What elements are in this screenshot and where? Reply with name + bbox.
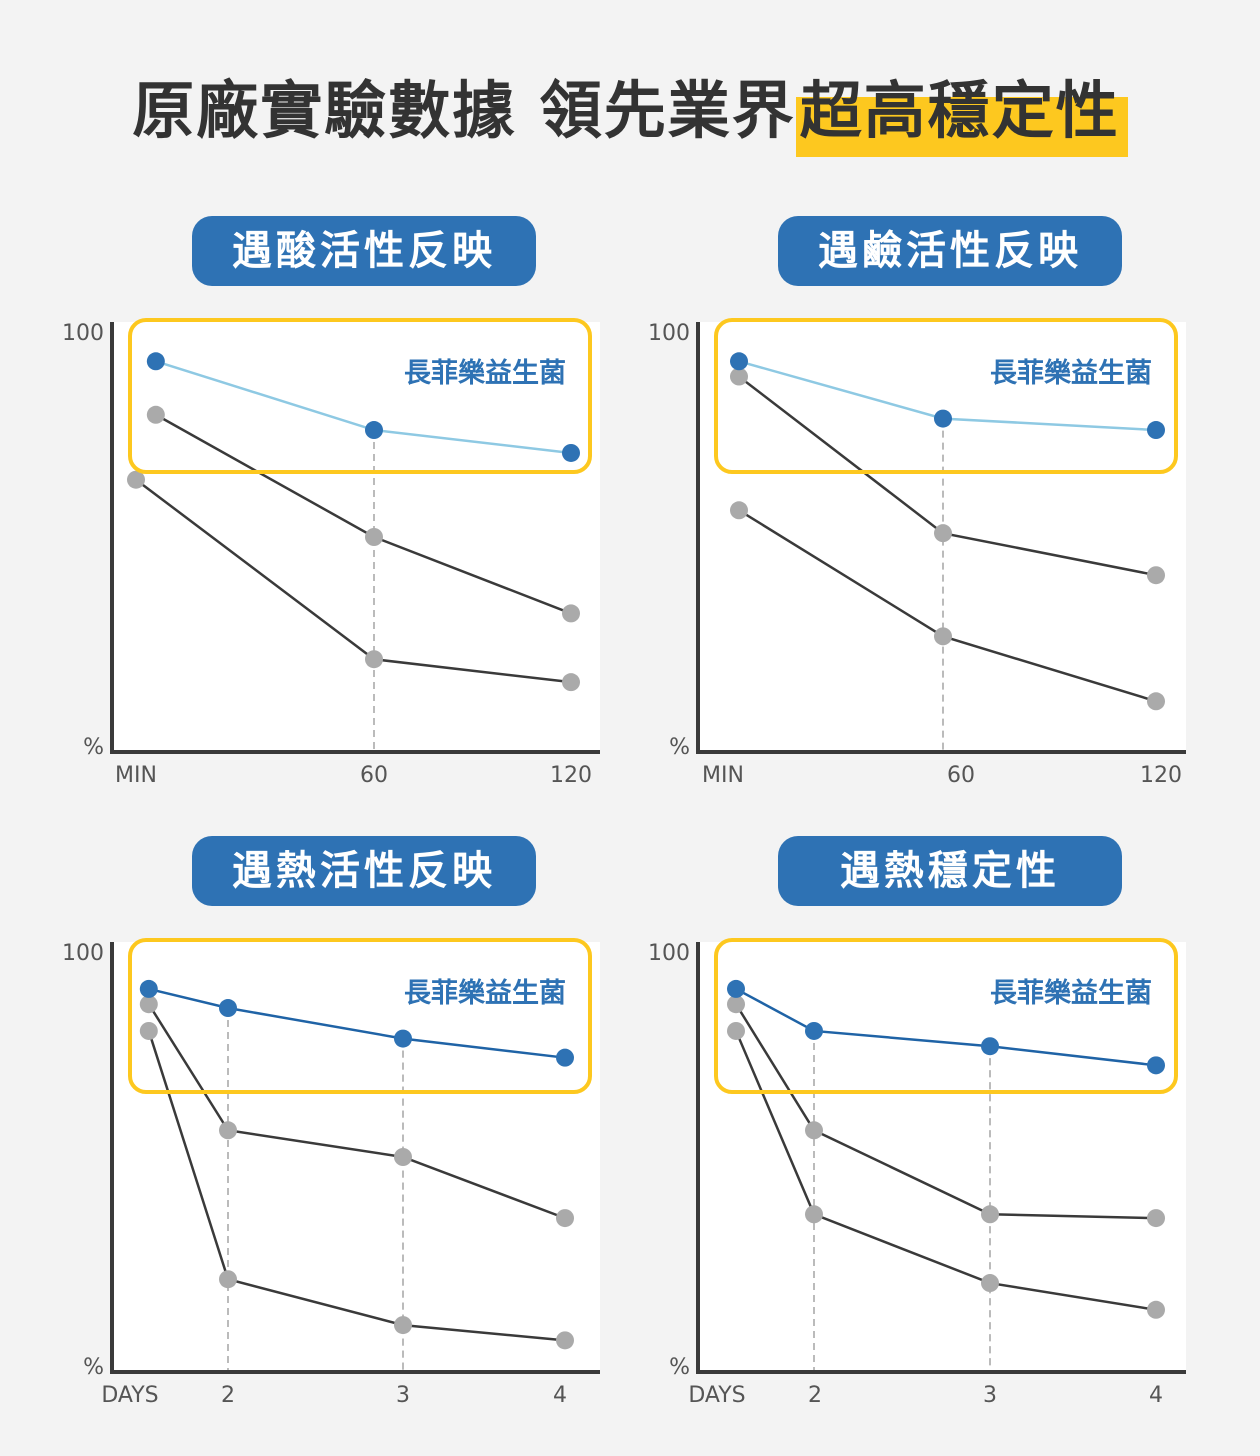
y-bottom-label: % <box>669 1355 690 1380</box>
data-point-gray-1 <box>805 1121 823 1140</box>
data-point-gray-2 <box>1147 692 1165 711</box>
x-tick-label: 3 <box>983 1383 997 1408</box>
x-tick-label: 60 <box>947 763 975 788</box>
data-point-gray-1 <box>562 604 580 623</box>
x-tick-label: DAYS <box>101 1383 158 1408</box>
x-tick-label: 120 <box>550 763 592 788</box>
series-line-gray-1 <box>734 1003 1157 1220</box>
data-point-gray-1 <box>139 995 158 1014</box>
data-point-gray-2 <box>556 1331 574 1350</box>
highlight-box <box>714 938 1178 1094</box>
data-point-highlight <box>139 979 158 998</box>
data-point-highlight <box>1147 421 1165 440</box>
data-point-gray-1 <box>556 1209 574 1228</box>
data-point-highlight <box>219 999 237 1018</box>
x-tick-label: DAYS <box>688 1383 745 1408</box>
data-point-gray-1 <box>219 1121 237 1140</box>
data-point-highlight <box>146 352 165 371</box>
data-point-gray-2 <box>394 1316 412 1335</box>
y-bottom-label: % <box>669 735 690 760</box>
data-point-gray-2 <box>934 627 952 646</box>
x-tick-label: 2 <box>221 1383 235 1408</box>
chart-heat-activity: 100% DAYS 2 3 4 長菲樂益生菌 <box>62 938 600 1408</box>
data-point-gray-1 <box>730 367 748 386</box>
series-line-gray-2 <box>734 1030 1157 1312</box>
data-point-highlight <box>562 443 580 462</box>
data-point-highlight <box>394 1029 412 1048</box>
chart-title-heat-activity: 遇熱活性反映 <box>192 836 536 906</box>
x-tick-label: 2 <box>808 1383 822 1408</box>
data-point-highlight <box>805 1021 823 1040</box>
series-line-gray-2 <box>147 1030 566 1342</box>
y-bottom-label: % <box>83 1355 104 1380</box>
data-point-gray-1 <box>1147 1209 1165 1228</box>
data-point-gray-2 <box>1147 1300 1165 1319</box>
y-bottom-label: % <box>83 735 104 760</box>
data-point-gray-1 <box>727 995 745 1014</box>
data-point-gray-1 <box>146 405 165 424</box>
x-tick-label: MIN <box>702 763 744 788</box>
page-headline: 原廠實驗數據 領先業界超高穩定性 <box>0 70 1260 157</box>
series-label: 長菲樂益生菌 <box>404 977 566 1009</box>
x-tick-label: 3 <box>396 1383 410 1408</box>
series-label: 長菲樂益生菌 <box>990 977 1152 1009</box>
data-point-gray-2 <box>365 650 383 669</box>
data-point-gray-1 <box>981 1205 999 1224</box>
y-top-label: 100 <box>62 321 104 346</box>
data-point-gray-2 <box>219 1270 237 1289</box>
series-label: 長菲樂益生菌 <box>404 357 566 389</box>
data-point-gray-1 <box>934 524 952 543</box>
data-point-gray-2 <box>730 501 748 520</box>
headline-prefix: 原廠實驗數據 領先業界 <box>132 74 796 147</box>
y-top-label: 100 <box>648 941 690 966</box>
plot-area <box>112 942 600 1372</box>
data-point-gray-2 <box>127 470 145 489</box>
data-point-gray-1 <box>394 1148 412 1166</box>
data-point-highlight <box>981 1037 999 1056</box>
data-point-highlight <box>556 1048 574 1067</box>
data-point-gray-2 <box>139 1021 158 1040</box>
headline-highlight: 超高穩定性 <box>795 74 1128 157</box>
x-tick-label: 4 <box>1149 1383 1163 1408</box>
data-point-highlight <box>727 979 745 998</box>
y-top-label: 100 <box>648 321 690 346</box>
highlight-box <box>128 938 592 1094</box>
series-line-highlight <box>735 987 1157 1067</box>
data-point-highlight <box>934 409 952 428</box>
data-point-highlight <box>730 352 748 371</box>
chart-title-acid: 遇酸活性反映 <box>192 216 536 286</box>
highlight-box <box>128 318 592 474</box>
x-tick-label: 60 <box>360 763 388 788</box>
x-tick-label: 4 <box>553 1383 567 1408</box>
chart-acid: 100% MIN 60 120 長菲樂益生菌 <box>62 318 600 788</box>
chart-alkali: 100% MIN 60 120 長菲樂益生菌 <box>648 318 1186 788</box>
series-label: 長菲樂益生菌 <box>990 357 1152 389</box>
data-point-gray-1 <box>1147 566 1165 585</box>
data-point-gray-2 <box>562 673 580 692</box>
chart-title-alkali: 遇鹼活性反映 <box>778 216 1122 286</box>
highlight-box <box>714 318 1178 474</box>
series-line-gray-1 <box>147 1003 566 1220</box>
data-point-gray-2 <box>805 1205 823 1224</box>
data-point-gray-2 <box>727 1021 745 1040</box>
x-tick-label: MIN <box>115 763 157 788</box>
chart-heat-stability: 100% DAYS 2 3 4 長菲樂益生菌 <box>648 938 1186 1408</box>
data-point-highlight <box>365 421 383 440</box>
y-top-label: 100 <box>62 941 104 966</box>
chart-title-heat-stability: 遇熱穩定性 <box>778 836 1122 906</box>
data-point-gray-2 <box>981 1274 999 1293</box>
data-point-gray-1 <box>365 528 383 546</box>
x-tick-label: 120 <box>1140 763 1182 788</box>
data-point-highlight <box>1147 1056 1165 1075</box>
series-line-highlight <box>148 987 566 1059</box>
plot-area <box>112 322 600 752</box>
